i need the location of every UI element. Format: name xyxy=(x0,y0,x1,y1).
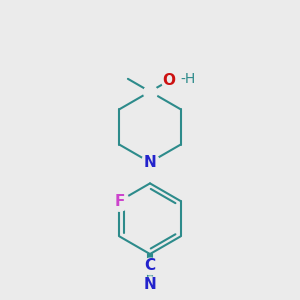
Text: N: N xyxy=(144,277,156,292)
Text: -H: -H xyxy=(180,72,195,86)
Text: F: F xyxy=(114,194,124,208)
Text: N: N xyxy=(144,155,156,170)
Text: C: C xyxy=(144,258,156,273)
Text: O: O xyxy=(163,73,176,88)
